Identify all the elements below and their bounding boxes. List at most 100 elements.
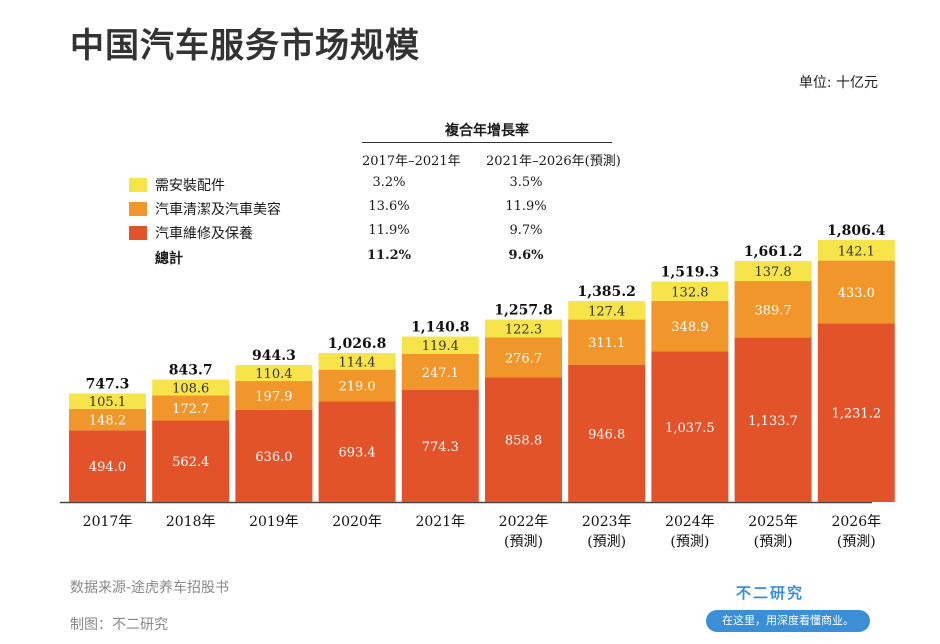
legend-swatch-maintenance <box>129 226 147 240</box>
bar-accessories-9 <box>817 240 895 261</box>
total-label-5: 1,257.8 <box>494 303 552 319</box>
x-tick-sublabel-5: (預測) <box>504 534 543 550</box>
segment-label-cleaning-5: 276.7 <box>505 351 542 366</box>
segment-label-accessories-0: 105.1 <box>89 395 126 410</box>
cagr-total-2021-2026: 9.6% <box>508 248 544 263</box>
bar-maintenance-7 <box>651 351 729 502</box>
segment-label-cleaning-8: 389.7 <box>754 303 791 318</box>
segment-label-accessories-6: 127.4 <box>588 304 625 319</box>
legend-swatch-cleaning <box>129 202 147 216</box>
segment-label-accessories-7: 132.8 <box>671 285 708 300</box>
maker-note: 制图：不二研究 <box>70 617 168 633</box>
x-tick-sublabel-6: (預測) <box>587 534 626 550</box>
bar-maintenance-9 <box>817 323 895 502</box>
segment-label-maintenance-0: 494.0 <box>89 460 126 475</box>
segment-label-accessories-4: 119.4 <box>422 339 459 354</box>
bar-accessories-2 <box>235 365 313 382</box>
segment-label-maintenance-8: 1,133.7 <box>748 414 798 429</box>
bar-cleaning-9 <box>817 260 895 324</box>
total-label-3: 1,026.8 <box>328 336 386 352</box>
total-label-8: 1,661.2 <box>744 244 802 260</box>
brand-name: 不二研究 <box>736 584 805 602</box>
bar-accessories-3 <box>318 353 396 370</box>
page-title: 中国汽车服务市场规模 <box>70 26 420 66</box>
bar-cleaning-6 <box>568 319 646 365</box>
legend-label-accessories: 需安裝配件 <box>155 178 225 194</box>
total-label-9: 1,806.4 <box>827 223 886 239</box>
bar-cleaning-1 <box>152 395 230 421</box>
bar-accessories-7 <box>651 281 729 301</box>
total-label-0: 747.3 <box>86 377 130 393</box>
segment-label-accessories-8: 137.8 <box>754 265 791 280</box>
cagr-period-2: 2021年–2026年(預測) <box>486 154 621 169</box>
unit-label: 单位: 十亿元 <box>798 75 878 91</box>
legend-label-total: 總計 <box>155 251 183 267</box>
bar-maintenance-4 <box>401 389 479 502</box>
bar-maintenance-2 <box>235 409 313 502</box>
legend-label-maintenance: 汽車維修及保養 <box>155 226 253 242</box>
bar-accessories-8 <box>734 261 812 282</box>
legend-label-cleaning: 汽車清潔及汽車美容 <box>155 202 281 218</box>
x-tick-label-3: 2020年 <box>332 514 382 530</box>
cagr-title: 複合年增長率 <box>445 123 529 139</box>
x-tick-label-2: 2019年 <box>249 514 299 530</box>
bar-cleaning-5 <box>485 337 562 378</box>
cagr-cleaning-2017-2021: 13.6% <box>368 199 410 214</box>
segment-label-cleaning-6: 311.1 <box>588 336 625 351</box>
segment-label-cleaning-2: 197.9 <box>255 389 292 404</box>
bar-maintenance-1 <box>152 420 230 502</box>
cagr-total-2017-2021: 11.2% <box>366 248 411 263</box>
segment-label-accessories-9: 142.1 <box>838 244 875 259</box>
x-tick-sublabel-8: (預測) <box>754 534 793 550</box>
segment-label-cleaning-4: 247.1 <box>422 366 459 381</box>
bar-accessories-1 <box>152 379 230 396</box>
segment-label-maintenance-7: 1,037.5 <box>665 421 715 436</box>
segment-label-maintenance-9: 1,231.2 <box>831 407 881 422</box>
x-tick-label-8: 2025年 <box>748 514 798 530</box>
legend-swatch-accessories <box>129 178 147 192</box>
x-tick-sublabel-9: (預測) <box>837 534 876 550</box>
segment-label-accessories-3: 114.4 <box>338 355 375 370</box>
x-tick-sublabel-7: (預測) <box>670 534 709 550</box>
x-tick-label-9: 2026年 <box>831 514 881 530</box>
segment-label-cleaning-9: 433.0 <box>838 286 875 301</box>
total-label-6: 1,385.2 <box>577 284 635 300</box>
x-tick-label-0: 2017年 <box>83 514 133 530</box>
segment-label-maintenance-4: 774.3 <box>422 440 459 455</box>
cagr-accessories-2021-2026: 3.5% <box>509 175 543 190</box>
segment-label-maintenance-6: 946.8 <box>588 427 625 442</box>
bar-maintenance-8 <box>734 337 812 502</box>
total-label-7: 1,519.3 <box>661 265 719 281</box>
total-label-4: 1,140.8 <box>411 320 469 336</box>
bar-cleaning-8 <box>734 281 812 338</box>
bar-cleaning-3 <box>318 369 396 402</box>
bar-cleaning-2 <box>235 381 313 410</box>
total-label-2: 944.3 <box>252 348 296 364</box>
bar-cleaning-0 <box>69 408 146 431</box>
x-tick-label-5: 2022年 <box>499 514 549 530</box>
segment-label-cleaning-7: 348.9 <box>671 320 708 335</box>
segment-label-accessories-1: 108.6 <box>172 382 209 397</box>
segment-label-maintenance-1: 562.4 <box>172 455 209 470</box>
bar-accessories-4 <box>401 336 479 354</box>
segment-label-cleaning-3: 219.0 <box>338 380 375 395</box>
cagr-maintenance-2017-2021: 11.9% <box>368 223 410 238</box>
bar-accessories-6 <box>568 301 646 320</box>
bar-maintenance-6 <box>568 364 646 502</box>
brand-tagline: 在这里，用深度看懂商业。 <box>706 610 870 632</box>
cagr-period-1: 2017年–2021年 <box>362 154 461 169</box>
x-tick-label-1: 2018年 <box>166 514 216 530</box>
bar-maintenance-5 <box>485 377 562 502</box>
segment-label-maintenance-5: 858.8 <box>505 434 542 449</box>
cagr-cleaning-2021-2026: 11.9% <box>505 199 547 214</box>
segment-label-cleaning-0: 148.2 <box>89 414 126 429</box>
segment-label-cleaning-1: 172.7 <box>172 402 209 417</box>
bar-maintenance-0 <box>69 430 146 502</box>
bar-cleaning-4 <box>401 353 479 390</box>
x-tick-label-4: 2021年 <box>415 514 465 530</box>
cagr-maintenance-2021-2026: 9.7% <box>509 223 543 238</box>
x-tick-label-6: 2023年 <box>582 514 632 530</box>
segment-label-maintenance-2: 636.0 <box>255 450 292 465</box>
x-tick-label-7: 2024年 <box>665 514 715 530</box>
